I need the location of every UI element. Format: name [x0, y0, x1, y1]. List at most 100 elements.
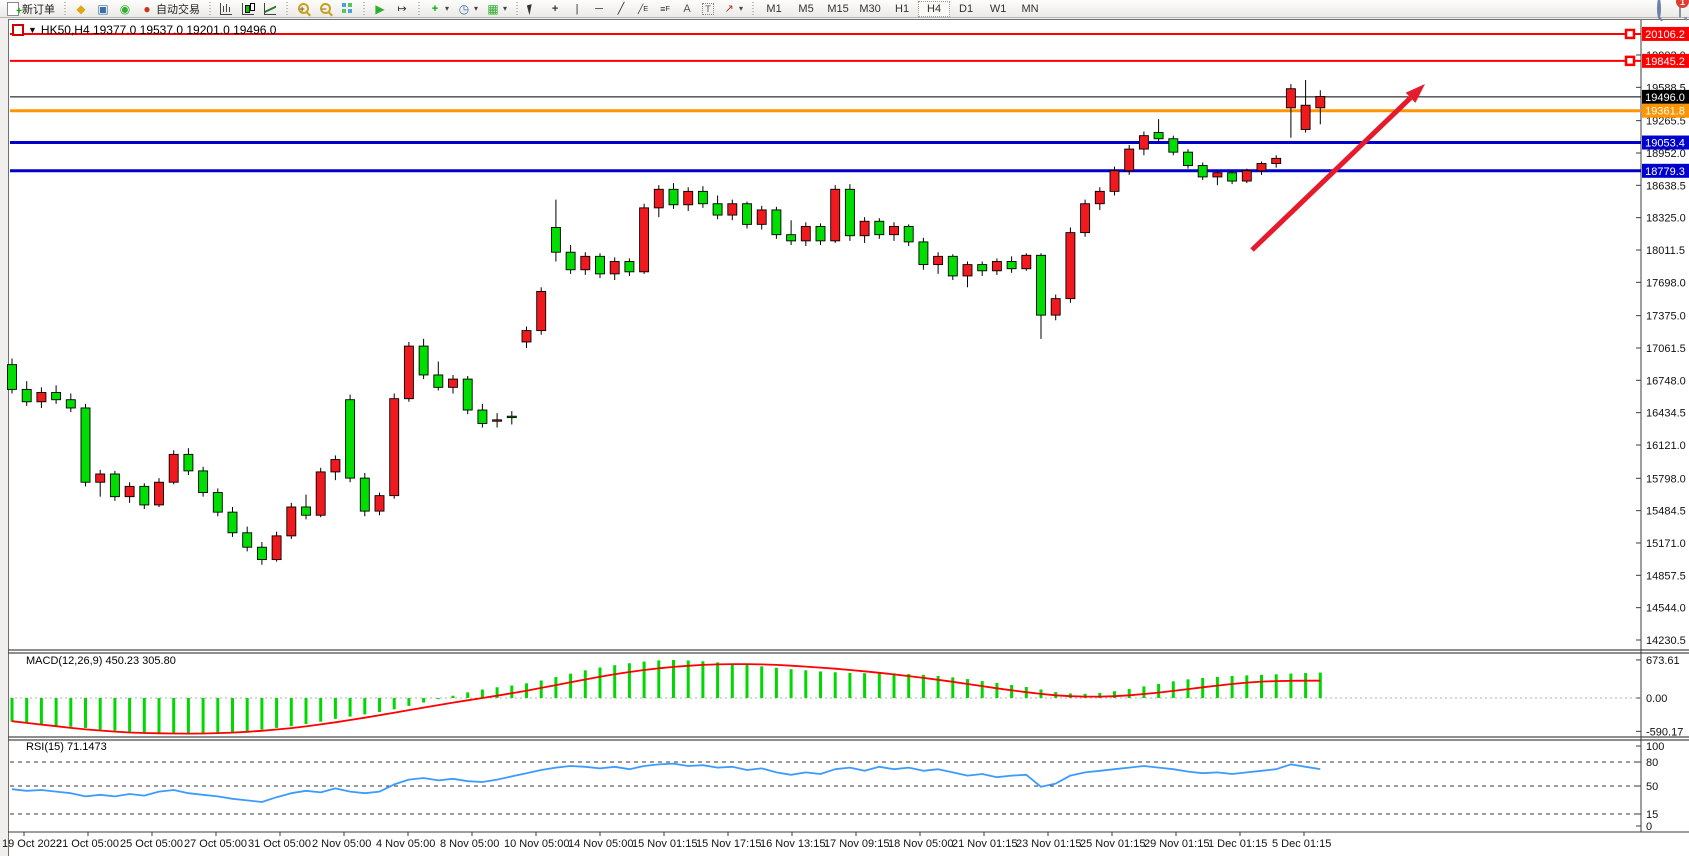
candle-body: [7, 364, 17, 390]
candle-body: [639, 207, 650, 273]
toolbar: 新订单 ◆ ▣ ◉ ● 自动交易 + − ▶ ↦: [0, 0, 1689, 19]
price-axis-tick-label: 14230.5: [1646, 635, 1686, 647]
bar-chart-button[interactable]: [215, 0, 237, 18]
chart-title: HK50,H4 19377.0 19537.0 19201.0 19496.0: [40, 23, 277, 37]
trendline-button[interactable]: ╱: [610, 0, 632, 18]
time-axis-label: 21 Oct 05:00: [56, 838, 119, 850]
timeframe-button-m5[interactable]: M5: [798, 2, 814, 15]
horizontal-line-button[interactable]: ─: [588, 0, 610, 18]
time-axis-label: 10 Nov 05:00: [504, 838, 569, 850]
timeframe-toolbar: M1 M5 M15 M30 H1 H4 D1 W1 MN: [758, 0, 1046, 18]
chart-shift-button[interactable]: ↦: [391, 0, 413, 18]
toolbar-group-order: 新订单: [2, 0, 59, 19]
navigator-button[interactable]: ◉: [114, 0, 136, 18]
candle-body: [1168, 138, 1179, 153]
level-end-marker: [1624, 55, 1636, 67]
bar-chart-icon: [219, 2, 233, 16]
price-axis-tick-label: 18011.5: [1646, 245, 1685, 257]
zoom-in-button[interactable]: +: [292, 0, 314, 18]
timeframe-button-mn[interactable]: MN: [1021, 2, 1039, 15]
candle-body: [609, 261, 620, 275]
autotrade-icon: ●: [143, 1, 151, 16]
quotes-button[interactable]: ◆: [70, 0, 92, 18]
periods-button[interactable]: ◷ ▾: [453, 0, 482, 18]
candle-body: [301, 506, 311, 516]
chevron-down-icon[interactable]: ▼: [28, 25, 37, 35]
candle-body: [1183, 151, 1193, 167]
candlestick-chart-button[interactable]: [237, 0, 259, 18]
time-axis-label: 14 Nov 05:00: [568, 838, 633, 850]
timeframe-button-d1[interactable]: D1: [959, 2, 974, 15]
vertical-line-icon: |: [575, 2, 579, 15]
chart-symbol-icon[interactable]: [12, 24, 24, 36]
cursor-button[interactable]: [522, 0, 544, 18]
rsi-axis-tick-label: 50: [1646, 781, 1658, 793]
candle-body: [918, 241, 929, 266]
auto-scroll-button[interactable]: ▶: [369, 0, 391, 18]
indicators-button[interactable]: + ▾: [424, 0, 453, 18]
chart-title-row: ▼ HK50,H4 19377.0 19537.0 19201.0 19496.…: [12, 23, 276, 37]
templates-button[interactable]: ▦ ▾: [482, 0, 511, 18]
fibonacci-button[interactable]: ≡ F: [654, 0, 676, 18]
timeframe-button-w1[interactable]: W1: [989, 2, 1007, 15]
candle-body: [1227, 172, 1238, 182]
timeframe-button-m15[interactable]: M15: [827, 2, 849, 15]
search-button[interactable]: [1657, 0, 1661, 19]
autotrade-label: 自动交易: [156, 3, 200, 16]
candle-body: [800, 225, 811, 242]
candle-body: [1285, 88, 1296, 109]
crosshair-button[interactable]: +: [544, 0, 566, 18]
macd-axis-tick-label: 673.61: [1646, 655, 1680, 667]
line-chart-button[interactable]: [259, 0, 281, 18]
notifications-button[interactable]: 1: [1676, 0, 1689, 18]
candle-body: [1138, 135, 1149, 150]
notification-badge[interactable]: 1: [1676, 0, 1689, 8]
tile-windows-button[interactable]: [336, 0, 358, 18]
candle-body: [580, 255, 591, 271]
equidistant-channel-button[interactable]: ╱ E: [632, 0, 654, 18]
arrows-button[interactable]: ↗ ▾: [718, 0, 747, 18]
candle-body: [991, 261, 1002, 272]
price-level-box-label: 19053.4: [1645, 138, 1685, 150]
candle-body: [1241, 170, 1252, 182]
candle-body: [683, 190, 694, 206]
candle-body: [315, 471, 326, 516]
macd-axis-tick-label: 0.00: [1646, 693, 1667, 705]
autotrade-button[interactable]: ● 自动交易: [136, 0, 204, 18]
timeframe-button-h4[interactable]: H4: [918, 0, 951, 17]
level-end-marker: [1624, 28, 1636, 40]
candlestick-chart-icon: [241, 2, 255, 16]
chart-window: [8, 19, 1689, 856]
new-order-button[interactable]: 新订单: [2, 0, 59, 19]
rsi-axis-tick-label: 100: [1646, 741, 1664, 753]
candle-body: [330, 459, 341, 473]
zoom-out-button[interactable]: −: [314, 0, 336, 18]
time-axis-label: 29 Nov 01:15: [1144, 838, 1209, 850]
text-label-button[interactable]: T: [698, 0, 718, 18]
timeframe-button-m1[interactable]: M1: [766, 2, 782, 15]
time-axis-label: 4 Nov 05:00: [376, 838, 435, 850]
candle-body: [1212, 172, 1223, 178]
price-axis-tick-label: 14857.5: [1646, 570, 1686, 582]
candle-body: [550, 227, 561, 253]
vertical-line-button[interactable]: |: [566, 0, 588, 18]
timeframe-button-h1[interactable]: H1: [895, 2, 910, 15]
trend-arrow-head[interactable]: [1405, 84, 1425, 103]
trend-arrow[interactable]: [1250, 96, 1413, 252]
text-button[interactable]: A: [676, 0, 698, 18]
candle-body: [477, 409, 488, 424]
candle-body: [1153, 132, 1164, 140]
candle-body: [1315, 96, 1326, 109]
time-axis-label: 2 Nov 05:00: [312, 838, 371, 850]
text-icon: A: [683, 2, 691, 15]
price-axis-tick-label: 15171.0: [1646, 538, 1686, 550]
timeframe-button-m30[interactable]: M30: [859, 2, 881, 15]
market-watch-button[interactable]: ▣: [92, 0, 114, 18]
candle-body: [595, 255, 605, 275]
candle-body: [286, 506, 297, 537]
time-axis-label: 25 Nov 01:15: [1080, 838, 1145, 850]
toolbar-grip: [416, 1, 421, 16]
zoom-out-icon: −: [318, 2, 332, 16]
